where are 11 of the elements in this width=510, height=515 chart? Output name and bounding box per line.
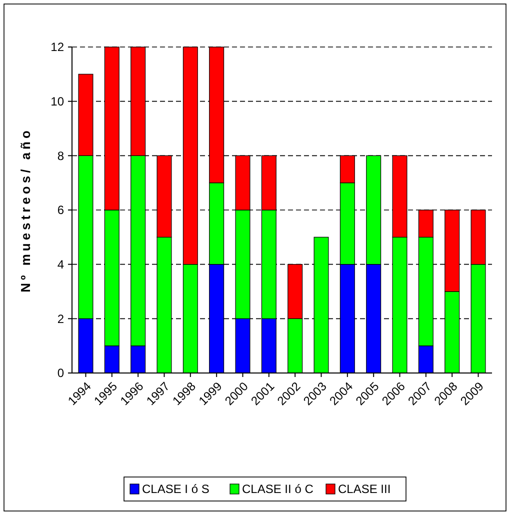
y-axis-title: Nº muestreos/ año	[18, 128, 33, 292]
y-tick-label: 0	[57, 366, 64, 380]
y-tick-label: 4	[57, 258, 64, 272]
legend-label: CLASE III	[338, 482, 391, 496]
legend-label: CLASE II ó C	[242, 482, 314, 496]
y-tick-label: 8	[57, 148, 64, 163]
y-tick-label: 2	[57, 312, 64, 326]
y-tick-label: 12	[50, 40, 64, 54]
legend-label: CLASE I ó S	[142, 482, 210, 496]
y-tick-label: 10	[50, 94, 64, 109]
y-tick-label: 6	[57, 203, 64, 218]
